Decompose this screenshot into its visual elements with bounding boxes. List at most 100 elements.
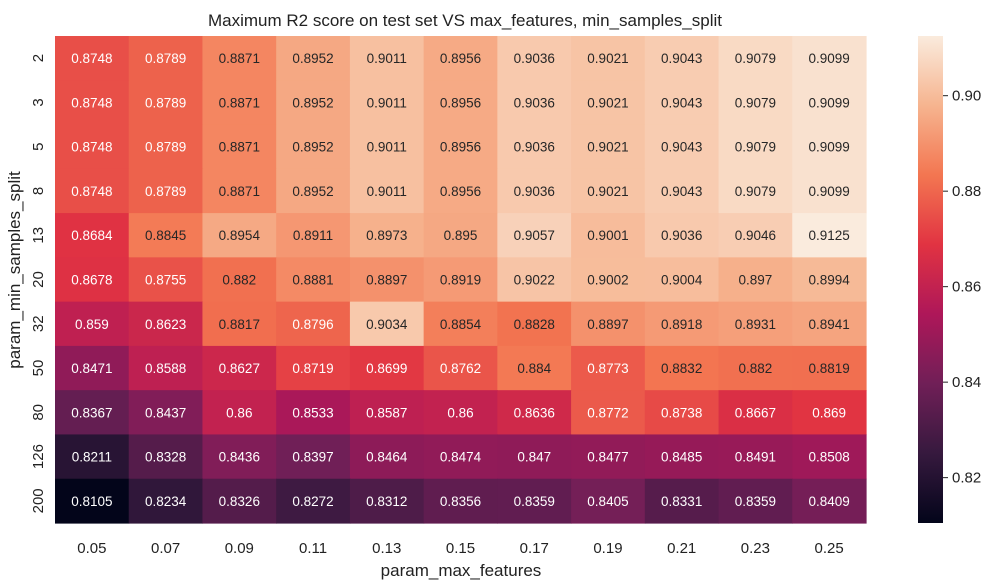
heatmap-cell (55, 80, 130, 126)
y-tick-label: 13 (30, 227, 47, 244)
cell-value-label: 0.9099 (808, 184, 849, 199)
heatmap-cell (644, 345, 720, 391)
heatmap-cell (423, 124, 498, 170)
cell-value-label: 0.8328 (145, 450, 186, 465)
cell-value-label: 0.8699 (366, 361, 407, 376)
heatmap-cell (792, 124, 867, 170)
y-tick-label: 5 (30, 143, 47, 151)
heatmap-cell (571, 80, 646, 126)
heatmap-cell (128, 36, 204, 81)
y-tick-label: 126 (30, 444, 47, 469)
heatmap-cell (644, 390, 720, 436)
heatmap-cell (276, 301, 351, 347)
heatmap-cell (644, 434, 720, 480)
cell-value-label: 0.8919 (440, 273, 481, 288)
cell-value-label: 0.8533 (292, 405, 333, 420)
cell-value-label: 0.8678 (71, 273, 112, 288)
heatmap-cell (202, 434, 277, 480)
heatmap-cell (128, 301, 204, 347)
cell-value-label: 0.8471 (71, 361, 112, 376)
heatmap-cell (644, 36, 720, 81)
heatmap-cell (792, 434, 867, 480)
heatmap-cell (497, 434, 572, 480)
heatmap-cell (571, 301, 646, 347)
cell-value-label: 0.8817 (219, 317, 260, 332)
cell-value-label: 0.882 (739, 361, 773, 376)
heatmap-cell (349, 301, 425, 347)
cell-value-label: 0.8832 (661, 361, 702, 376)
cell-value-label: 0.869 (812, 405, 846, 420)
x-tick-label: 0.09 (225, 540, 254, 557)
cell-value-label: 0.8897 (587, 317, 628, 332)
cell-value-label: 0.9036 (514, 95, 555, 110)
heatmap-cell (276, 434, 351, 480)
heatmap-cell (202, 124, 277, 170)
heatmap-cell (423, 168, 498, 214)
colorbar-tick-label: 0.86 (952, 279, 981, 296)
heatmap-cell (718, 168, 793, 214)
heatmap-cell (497, 124, 572, 170)
cell-value-label: 0.8941 (808, 317, 849, 332)
heatmap-cell (349, 80, 425, 126)
cell-value-label: 0.8789 (145, 184, 186, 199)
heatmap-cell (718, 345, 793, 391)
heatmap-cell (55, 124, 130, 170)
heatmap-cell (128, 257, 204, 303)
heatmap-cell (718, 213, 793, 258)
colorbar-tick-label: 0.88 (952, 183, 981, 200)
cell-value-label: 0.9001 (587, 228, 628, 243)
cell-value-label: 0.884 (517, 361, 551, 376)
heatmap-cell (644, 478, 720, 524)
x-tick-label: 0.25 (815, 540, 844, 557)
y-tick-label: 2 (30, 54, 47, 62)
cell-value-label: 0.8973 (366, 228, 407, 243)
cell-value-label: 0.9099 (808, 95, 849, 110)
cell-value-label: 0.8952 (292, 140, 333, 155)
cell-value-label: 0.8952 (292, 184, 333, 199)
heatmap-cell (423, 36, 498, 81)
heatmap-cell (571, 390, 646, 436)
cell-value-label: 0.897 (739, 273, 773, 288)
cell-value-label: 0.8789 (145, 51, 186, 66)
heatmap-cell (55, 213, 130, 258)
cell-value-label: 0.9043 (661, 95, 702, 110)
cell-value-label: 0.8405 (587, 494, 628, 509)
cell-value-label: 0.8623 (145, 317, 186, 332)
heatmap-cell (644, 168, 720, 214)
heatmap-cell (423, 478, 498, 524)
heatmap-cell (644, 301, 720, 347)
heatmap-cell (202, 36, 277, 81)
heatmap-cell (202, 168, 277, 214)
cell-value-label: 0.8359 (514, 494, 555, 509)
heatmap-cell (718, 434, 793, 480)
heatmap-cell (792, 345, 867, 391)
colorbar-tick-label: 0.90 (952, 88, 981, 105)
cell-value-label: 0.8911 (293, 228, 333, 243)
heatmap-cell (349, 124, 425, 170)
y-tick-label: 20 (30, 271, 47, 288)
heatmap-cell (792, 36, 867, 81)
cell-value-label: 0.8719 (292, 361, 333, 376)
heatmap-cell (571, 345, 646, 391)
cell-value-label: 0.8956 (440, 184, 481, 199)
cell-value-label: 0.8312 (366, 494, 407, 509)
cell-value-label: 0.8397 (292, 450, 333, 465)
heatmap-cell (571, 36, 646, 81)
cell-value-label: 0.8211 (72, 450, 112, 465)
x-axis-ticks: 0.05 0.07 0.09 0.11 0.13 0.15 0.17 0.19 0.21 0.23… (77, 540, 843, 557)
heatmap-cell (128, 345, 204, 391)
x-tick-label: 0.07 (151, 540, 180, 557)
heatmap-cell (423, 213, 498, 258)
heatmap-cell (423, 301, 498, 347)
heatmap-cell (497, 213, 572, 258)
x-tick-label: 0.05 (77, 540, 106, 557)
heatmap-cell (718, 257, 793, 303)
heatmap-cell (276, 36, 351, 81)
cell-value-label: 0.8956 (440, 140, 481, 155)
heatmap-cell (792, 301, 867, 347)
heatmap-cell (276, 390, 351, 436)
heatmap-cell (718, 80, 793, 126)
heatmap-cell (497, 168, 572, 214)
heatmap-cell (497, 390, 572, 436)
heatmap-cell (202, 213, 277, 258)
